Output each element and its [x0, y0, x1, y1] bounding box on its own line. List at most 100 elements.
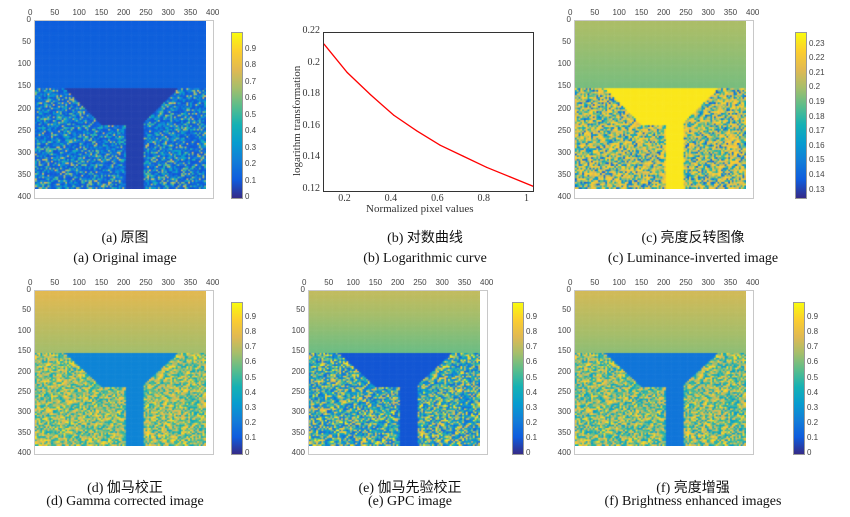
image-f: [575, 291, 746, 446]
colorbar-tick-label: 0.2: [245, 417, 257, 427]
colorbar-tick-label: 0.9: [245, 312, 257, 322]
colorbar-tick-label: 0.8: [245, 60, 257, 69]
y-tick-label: 50: [22, 305, 31, 315]
x-tick-label: 50: [50, 278, 60, 287]
colorbar-tick-label: 0.8: [245, 327, 257, 337]
y-tick-label: 50: [562, 305, 571, 315]
y-tick-label: 0.22: [302, 25, 321, 36]
x-tick-label: 300: [701, 278, 715, 287]
y-tick-label: 250: [17, 125, 31, 135]
data-point: [369, 94, 372, 96]
colorbar-tick-label: 0.5: [245, 372, 257, 382]
x-tick-label: 350: [457, 278, 472, 287]
y-tick-label: 400: [291, 448, 305, 457]
x-tick-label: 400: [746, 278, 760, 287]
data-point: [393, 114, 395, 116]
colorbar-tick-label: 0.6: [807, 357, 819, 367]
colorbar-tick-label: 0: [245, 192, 250, 201]
x-tick-label: 200: [657, 8, 671, 17]
colorbar-tick-label: 0.9: [807, 312, 819, 322]
colorbar-tick-label: 0: [807, 448, 812, 457]
y-tick-label: 150: [17, 81, 31, 91]
x-tick-label: 50: [590, 278, 600, 287]
colorbar-tick-label: 0.4: [807, 387, 819, 397]
colorbar-tick-label: 0.9: [526, 312, 538, 322]
y-tick-label: 250: [557, 386, 571, 396]
data-point: [462, 155, 464, 157]
y-tick-label: 100: [17, 325, 31, 335]
image-axes-a: [34, 20, 214, 199]
caption-b-cn: (b) 对数曲线: [387, 231, 463, 246]
y-tick-label: 50: [22, 37, 31, 47]
x-tick-label: 150: [634, 278, 649, 287]
colorbar-tick-label: 0.18: [809, 111, 825, 121]
x-tick-label: 0: [302, 278, 307, 287]
y-tick-label: 300: [17, 407, 31, 417]
y-tick-label: 150: [291, 346, 305, 356]
colorbar-tick-label: 0.19: [809, 97, 825, 107]
y-tick-label: 50: [562, 37, 571, 47]
image-axes-f: [574, 290, 754, 455]
x-tick-label: 0.6: [431, 193, 444, 204]
colorbar-tick-label: 0.2: [245, 159, 257, 168]
data-point: [416, 130, 418, 132]
x-tick-label: 1: [524, 193, 529, 204]
colorbar-tick-label: 0.4: [245, 387, 257, 397]
y-tick-label: 350: [17, 169, 31, 179]
y-tick-label: 50: [296, 305, 305, 315]
colorbar-e: [512, 302, 524, 455]
x-tick-label: 150: [368, 278, 383, 287]
y-tick-label: 0: [26, 285, 31, 294]
x-tick-label: 350: [183, 278, 198, 287]
x-tick-label: 50: [50, 8, 60, 17]
y-tick-label: 300: [557, 147, 571, 157]
y-tick-label: 100: [557, 325, 571, 335]
colorbar-tick-label: 0.1: [526, 432, 538, 442]
colorbar-tick-label: 0.6: [245, 357, 257, 367]
data-point: [439, 144, 441, 146]
y-tick-label: 0: [566, 15, 571, 24]
data-point: [323, 43, 325, 45]
x-tick-label: 0: [28, 8, 33, 17]
y-tick-label: 0.18: [302, 88, 321, 100]
x-tick-label: 250: [413, 278, 427, 287]
caption-d-en: (d) Gamma corrected image: [46, 494, 204, 509]
y-tick-label: 350: [557, 169, 571, 179]
x-tick-label: 350: [723, 278, 738, 287]
y-tick-label: 0.12: [302, 183, 321, 194]
colorbar-a: [231, 32, 243, 199]
y-tick-label: 0: [26, 15, 31, 24]
x-tick-label: 150: [634, 8, 649, 17]
colorbar-tick-label: 0.22: [809, 53, 825, 63]
x-tick-label: 100: [72, 8, 86, 17]
y-tick-label: 150: [17, 346, 31, 356]
caption-a-en: (a) Original image: [73, 251, 177, 266]
colorbar-tick-label: 0.3: [526, 402, 538, 412]
y-tick-label: 400: [17, 448, 31, 457]
x-tick-label: 150: [94, 278, 109, 287]
x-tick-label: 350: [183, 8, 198, 17]
caption-f-cn: (f) 亮度增强: [656, 481, 730, 496]
y-tick-label: 0.2: [307, 56, 321, 68]
x-tick-label: 200: [117, 278, 131, 287]
colorbar-tick-label: 0.21: [809, 67, 825, 77]
colorbar-tick-label: 0.7: [245, 76, 257, 86]
y-tick-label: 250: [17, 386, 31, 396]
image-e: [309, 291, 480, 446]
x-tick-label: 50: [324, 278, 334, 287]
caption-b-en: (b) Logarithmic curve: [363, 251, 487, 266]
x-tick-label: 150: [94, 8, 109, 17]
data-point: [346, 71, 348, 74]
colorbar-tick-label: 0.9: [245, 43, 257, 53]
colorbar-f: [793, 302, 805, 455]
x-tick-label: 300: [435, 278, 449, 287]
x-tick-label: 200: [391, 278, 405, 287]
y-tick-label: 350: [557, 427, 571, 437]
y-tick-label: 300: [557, 407, 571, 417]
colorbar-tick-label: 0.8: [807, 327, 819, 337]
colorbar-tick-label: 0.1: [245, 175, 257, 185]
colorbar-tick-label: 0.6: [245, 93, 257, 102]
colorbar-tick-label: 0.7: [245, 342, 257, 352]
colorbar-tick-label: 0.1: [245, 432, 257, 442]
